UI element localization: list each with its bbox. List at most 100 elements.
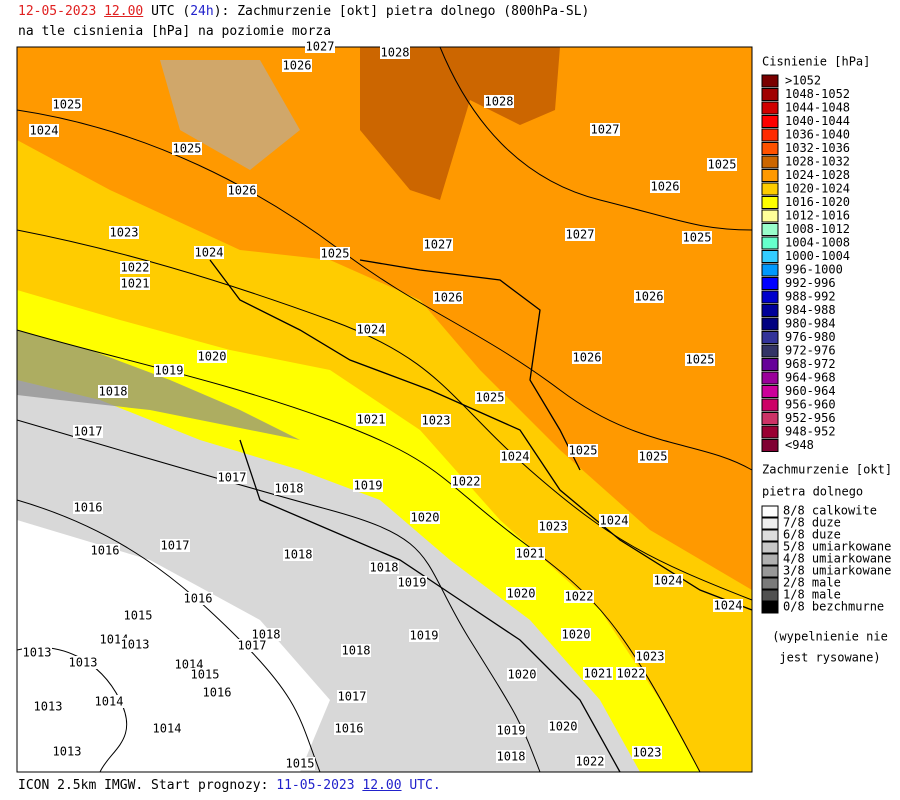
run-date: 12-05-2023 xyxy=(18,4,97,19)
legend-label: 1020-1024 xyxy=(785,182,850,196)
border xyxy=(239,439,621,773)
legend-label: 980-984 xyxy=(785,317,836,331)
isobar-label: 1027 xyxy=(591,123,620,137)
isobar-label-box xyxy=(202,686,232,699)
isobar-label-box xyxy=(194,246,224,259)
legend-title: Zachmurzenie [okt] xyxy=(762,463,892,477)
isobar-label: 1024 xyxy=(195,246,224,260)
start-tz: UTC. xyxy=(409,778,441,793)
isobar-label-box xyxy=(73,425,103,438)
isobar-label: 1013 xyxy=(121,638,150,652)
isobar-label-box xyxy=(274,482,304,495)
isobar-label: 1023 xyxy=(633,746,662,760)
isobar-label-box xyxy=(634,290,664,303)
lead: 24h xyxy=(190,4,214,19)
tz: UTC xyxy=(151,4,175,19)
isobar-label-box xyxy=(120,277,150,290)
isobar-label-box xyxy=(451,475,481,488)
isobar-label-box xyxy=(334,722,364,735)
legend-label: 1008-1012 xyxy=(785,222,850,236)
legend-label: 988-992 xyxy=(785,290,836,304)
cloud-area xyxy=(17,520,330,772)
legend-swatch xyxy=(761,88,779,101)
lead-open: ( xyxy=(182,4,191,19)
isobar-label: 1020 xyxy=(508,668,537,682)
isobar-label: 1026 xyxy=(434,291,463,305)
isobar-label: 1024 xyxy=(30,124,59,138)
legend-swatch xyxy=(761,439,779,452)
isobar-label-box xyxy=(380,46,410,59)
isobar-label: 1015 xyxy=(124,609,153,623)
lead-close: ): xyxy=(213,4,230,19)
borders xyxy=(209,259,753,773)
legend-swatch xyxy=(761,209,779,223)
isobar-label: 1013 xyxy=(34,700,63,714)
legend-label: <948 xyxy=(785,438,814,452)
isobar-label-box xyxy=(190,668,220,681)
legend-swatch xyxy=(761,371,779,385)
isobar-label: 1026 xyxy=(283,59,312,73)
legend-swatch xyxy=(761,196,779,209)
legend-label: 6/8 duze xyxy=(783,528,841,542)
legend-note: (wypelnienie nie xyxy=(772,630,888,644)
isobar-label-box xyxy=(538,520,568,533)
isobar xyxy=(16,499,321,773)
isobar-label: 1027 xyxy=(306,40,335,54)
isobar-label-box xyxy=(484,95,514,108)
isobar-label: 1019 xyxy=(354,479,383,493)
isobar-label-box xyxy=(575,755,605,768)
legend-swatch xyxy=(761,344,779,358)
isobar-label: 1028 xyxy=(381,46,410,60)
isobar-label: 1020 xyxy=(411,511,440,525)
legend-swatch xyxy=(761,385,779,398)
isobar-label: 1019 xyxy=(398,576,427,590)
isobar-label-box xyxy=(423,238,453,251)
isobar-label-box xyxy=(282,59,312,72)
legend-label: 976-980 xyxy=(785,330,836,344)
isobar-label: 1017 xyxy=(74,425,103,439)
isobar-label-box xyxy=(685,353,715,366)
isobar-label-box xyxy=(561,628,591,641)
isobar-label: 1026 xyxy=(635,290,664,304)
legend-label: 996-1000 xyxy=(785,263,843,277)
isobar-label: 1026 xyxy=(228,184,257,198)
isobar-label-box xyxy=(653,574,683,587)
legend-label: 1024-1028 xyxy=(785,168,850,182)
legend-label: 1004-1008 xyxy=(785,236,850,250)
isobar-label-box xyxy=(285,757,315,770)
legend-swatch xyxy=(761,601,779,614)
legend-label: 1032-1036 xyxy=(785,141,850,155)
isobar-label: 1019 xyxy=(497,724,526,738)
isobar-label: 1028 xyxy=(485,95,514,109)
isobar-label-box xyxy=(506,587,536,600)
legend-title: Cisnienie [hPa] xyxy=(762,55,870,69)
legend-label: >1052 xyxy=(785,74,821,88)
legend-label: 1048-1052 xyxy=(785,87,850,101)
legend-swatch xyxy=(761,425,779,439)
legend-swatch xyxy=(761,577,779,590)
isobar-label-box xyxy=(154,364,184,377)
isobar-label: 1013 xyxy=(23,646,52,660)
legend-swatch xyxy=(761,250,779,263)
isobar-label-box xyxy=(433,291,463,304)
isobar-label: 1024 xyxy=(654,574,683,588)
footer: ICON 2.5km IMGW. Start prognozy: 11-05-2… xyxy=(18,778,441,793)
legend-swatch xyxy=(761,541,779,554)
isobar-label-box xyxy=(650,180,680,193)
isobar-label-box xyxy=(29,124,59,137)
isobar-label: 1021 xyxy=(584,667,613,681)
isobar-label: 1022 xyxy=(452,475,481,489)
legend-swatch xyxy=(761,223,779,236)
isobar-label-box xyxy=(565,228,595,241)
legend-swatch xyxy=(761,565,779,578)
isobar-label-box xyxy=(98,385,128,398)
isobar-label-box xyxy=(410,511,440,524)
model: ICON 2.5km IMGW. Start prognozy: xyxy=(18,778,269,793)
isobar-label: 1013 xyxy=(53,745,82,759)
isobar-label-box xyxy=(568,444,598,457)
legend-swatch xyxy=(761,142,779,155)
isobar-label: 1025 xyxy=(321,247,350,261)
isobar-label-box xyxy=(713,599,743,612)
isobar-label: 1025 xyxy=(476,391,505,405)
isobar-label-box xyxy=(369,561,399,574)
